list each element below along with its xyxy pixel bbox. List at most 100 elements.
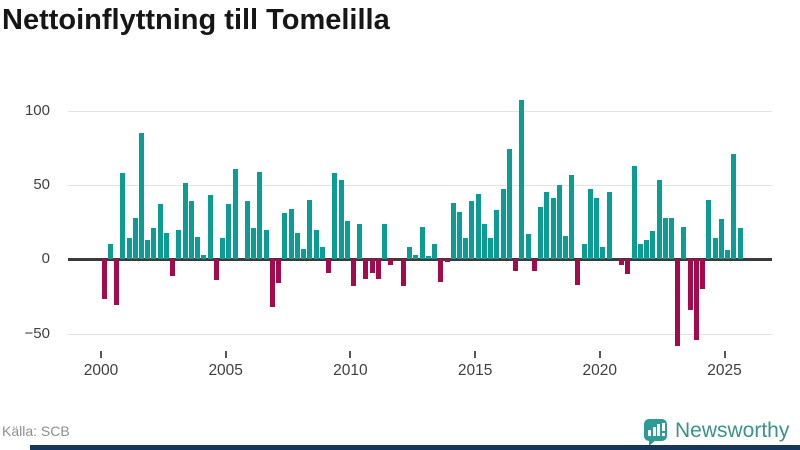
bar-2014Q1: [450, 202, 456, 260]
bar-2001Q4: [145, 239, 151, 260]
bar-2014Q3: [463, 238, 469, 260]
bar-2007Q1: [276, 259, 282, 284]
x-axis-tick: [224, 351, 227, 358]
bar-2020Q2: [606, 192, 612, 260]
bar-2022Q3: [662, 217, 668, 260]
bar-2019Q1: [575, 259, 581, 285]
bar-2007Q4: [294, 232, 300, 260]
x-axis-label: 2010: [333, 362, 368, 379]
bar-2017Q2: [531, 259, 537, 272]
x-axis-tick: [349, 351, 352, 358]
bar-2005Q2: [232, 168, 238, 260]
bar-2021Q1: [625, 259, 631, 275]
bar-2022Q1: [650, 231, 656, 260]
bar-2003Q2: [182, 183, 188, 260]
bar-2013Q4: [444, 259, 450, 263]
bar-2014Q4: [469, 201, 475, 260]
newsworthy-logo[interactable]: Newsworthy: [644, 419, 796, 446]
bar-2021Q3: [637, 244, 643, 260]
bar-2016Q4: [519, 100, 525, 260]
bar-2015Q1: [475, 193, 481, 260]
bar-2016Q2: [506, 149, 512, 260]
bar-2004Q2: [207, 195, 213, 260]
bar-2017Q4: [544, 192, 550, 260]
bar-2003Q3: [188, 201, 194, 260]
x-axis-tick: [100, 351, 102, 358]
bubble-tail: [649, 440, 656, 446]
bar-2009Q2: [332, 173, 338, 260]
bar-2000Q1: [101, 259, 107, 300]
bar-2002Q2: [157, 204, 163, 260]
bar-2009Q1: [326, 259, 332, 273]
bar-2021Q4: [644, 239, 650, 260]
bar-2018Q3: [563, 235, 568, 260]
source-attribution: Källa: SCB: [2, 423, 70, 439]
bar-chart-bubble-icon: [644, 419, 667, 441]
bar-2018Q2: [556, 184, 562, 260]
bar-2008Q2: [307, 199, 313, 260]
x-axis-label: 2000: [83, 362, 119, 379]
bar-2012Q1: [400, 259, 406, 287]
bar-2023Q2: [681, 226, 687, 260]
bar-2012Q2: [407, 247, 413, 260]
bar-2024Q2: [706, 199, 712, 260]
x-axis-label: 2020: [582, 362, 618, 379]
x-axis-label: 2015: [457, 362, 493, 379]
bar-2018Q4: [569, 174, 575, 260]
zero-axis-line: [68, 257, 772, 261]
bar-2006Q1: [251, 228, 257, 260]
bar-2014Q2: [457, 211, 462, 260]
bar-2010Q3: [363, 259, 369, 279]
gridline--50: [68, 333, 772, 335]
bar-2016Q3: [513, 259, 519, 272]
brand-name: Newsworthy: [675, 419, 790, 442]
bar-2007Q3: [288, 208, 294, 260]
bar-2019Q3: [587, 189, 593, 260]
bar-2010Q1: [351, 259, 357, 287]
bar-2023Q1: [675, 259, 681, 346]
bar-2012Q3: [413, 254, 419, 260]
y-axis-label: 50: [33, 175, 50, 193]
bar-2009Q4: [344, 220, 350, 260]
bar-2011Q1: [375, 259, 381, 279]
bar-2024Q1: [700, 259, 706, 290]
x-axis-tick: [598, 351, 601, 358]
x-axis-label: 2005: [208, 362, 243, 379]
bar-2020Q4: [619, 259, 625, 266]
y-axis-label: 0: [41, 250, 50, 268]
bar-2020Q1: [600, 247, 606, 260]
gridline-100: [68, 110, 772, 112]
bar-2001Q3: [139, 132, 145, 260]
bar-2019Q4: [594, 198, 600, 260]
bar-2013Q3: [438, 259, 444, 282]
bar-2003Q1: [176, 229, 182, 260]
bar-2025Q3: [737, 228, 743, 260]
bar-2007Q2: [282, 213, 288, 260]
bar-2023Q4: [693, 259, 699, 340]
bar-2008Q3: [313, 229, 319, 260]
bar-2023Q3: [687, 259, 693, 310]
bar-2013Q2: [432, 244, 438, 260]
bar-2011Q3: [388, 259, 394, 266]
bar-2008Q4: [319, 247, 325, 260]
bar-2006Q3: [263, 229, 269, 260]
bar-2017Q1: [525, 234, 531, 260]
bar-2018Q1: [550, 198, 556, 260]
brand-bottom-bar: [30, 445, 800, 450]
bar-2006Q4: [269, 259, 275, 307]
bar-2015Q2: [481, 223, 487, 260]
bar-2004Q4: [220, 238, 226, 260]
bar-2009Q3: [338, 180, 344, 260]
bar-2019Q2: [581, 244, 587, 260]
bar-2015Q3: [488, 238, 494, 260]
x-axis-label: 2025: [707, 362, 742, 379]
bar-2000Q3: [114, 259, 120, 306]
bar-2022Q2: [656, 180, 662, 260]
bar-2024Q3: [712, 238, 718, 260]
bar-2005Q1: [226, 204, 232, 260]
bar-2025Q1: [725, 250, 731, 260]
bar-2002Q3: [163, 232, 169, 260]
bar-2002Q1: [151, 228, 157, 260]
chart-title: Nettoinflyttning till Tomelilla: [2, 4, 390, 36]
